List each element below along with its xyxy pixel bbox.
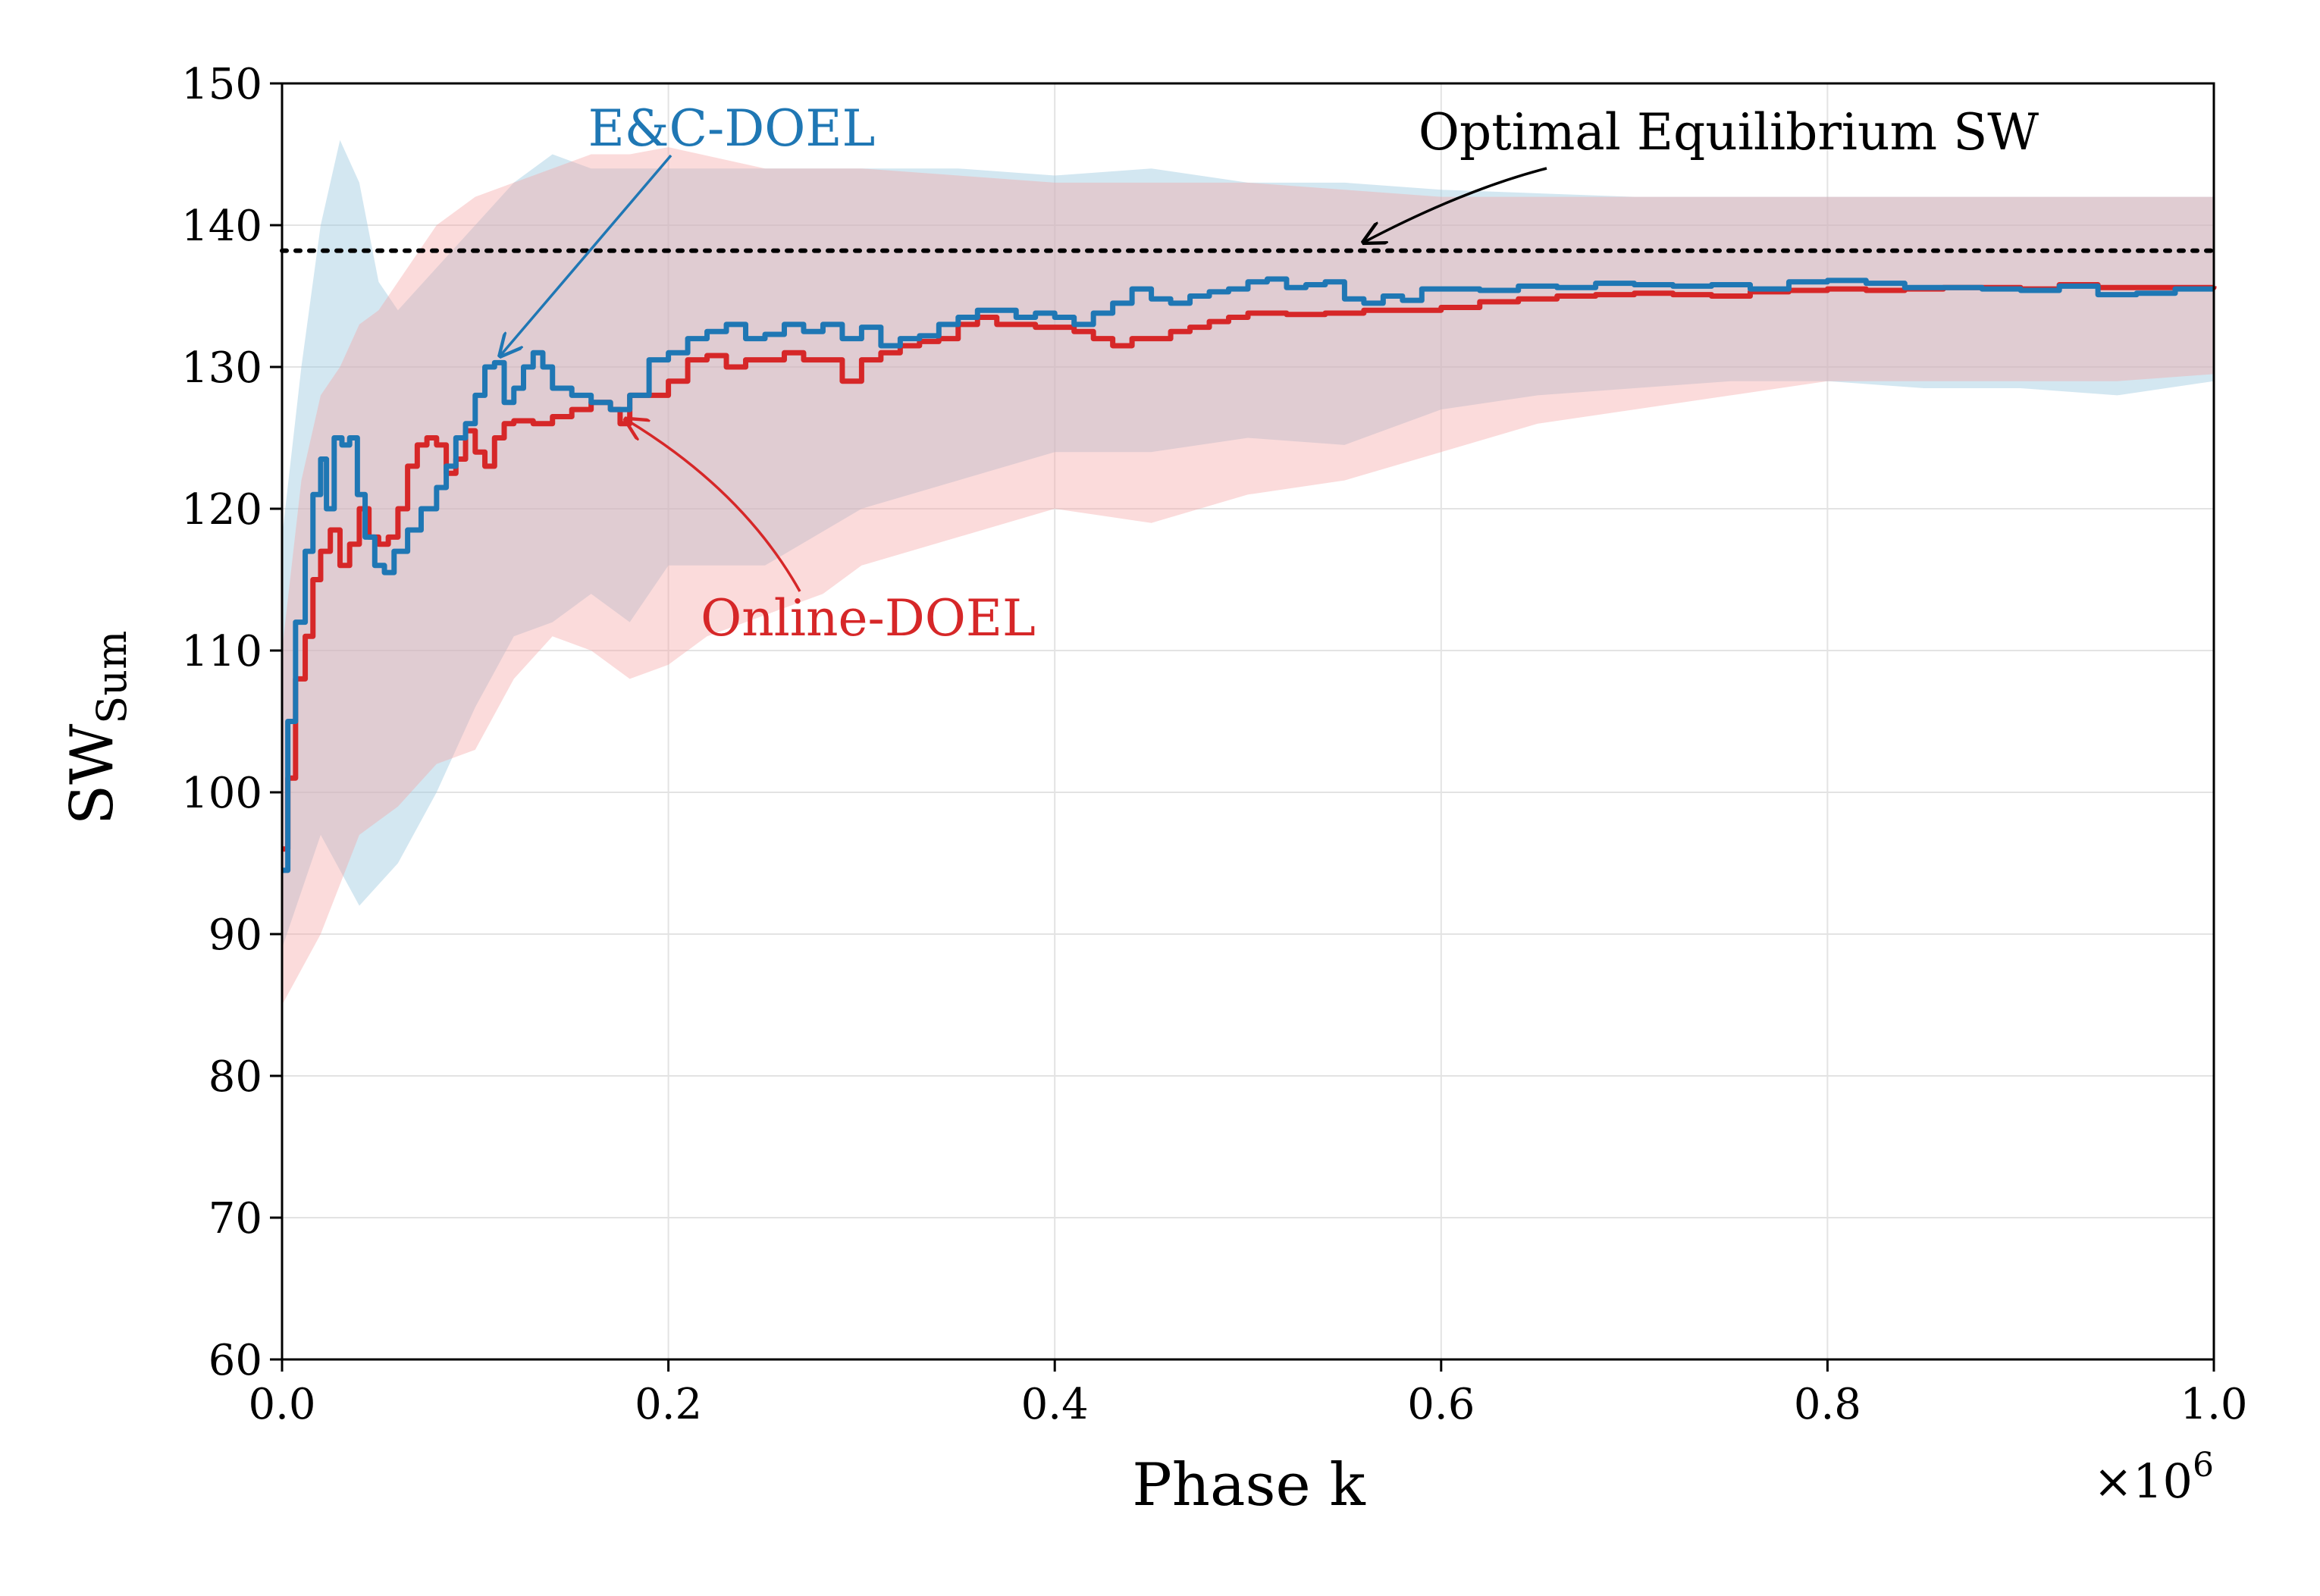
annotation-label-1: Online-DOEL <box>701 589 1036 647</box>
y-axis-title-subscript: Sum <box>88 631 136 724</box>
y-axis-title-main: SW <box>58 724 127 826</box>
x-tick-label: 0.4 <box>1021 1380 1089 1429</box>
x-tick-label: 0.0 <box>248 1380 315 1429</box>
y-tick-label: 60 <box>208 1336 262 1385</box>
x-tick-label: 0.8 <box>1794 1380 1861 1429</box>
confidence-band-0 <box>282 140 2214 949</box>
y-tick-label: 150 <box>181 60 262 109</box>
x-multiplier-exponent: 6 <box>2193 1446 2214 1485</box>
y-tick-label: 140 <box>181 202 262 251</box>
x-tick-label: 1.0 <box>2180 1380 2247 1429</box>
annotation-arrow-1 <box>626 419 801 592</box>
x-axis-title: Phase k <box>1132 1451 1365 1519</box>
series-line-0 <box>282 276 2214 873</box>
y-axis-title: SWSum <box>58 631 136 826</box>
series-line-1 <box>282 282 2217 852</box>
x-axis-multiplier: ×106 <box>2093 1446 2214 1509</box>
series-layer <box>282 276 2217 873</box>
annotation-layer: E&C-DOEL Online-DOEL Optimal Equilibrium S… <box>500 99 2039 647</box>
x-multiplier-prefix: ×10 <box>2093 1453 2193 1509</box>
y-tick-label: 130 <box>181 343 262 393</box>
y-tick-label: 70 <box>208 1194 262 1243</box>
y-tick-label: 90 <box>208 911 262 960</box>
y-tick-label: 120 <box>181 485 262 535</box>
plot-frame <box>281 82 2215 1361</box>
annotation-label-2: Optimal Equilibrium SW <box>1419 103 2039 161</box>
tick-layer: 0.0 0.2 0.4 0.6 0.8 1.0 60 70 80 90 100 110 120 130 14… <box>181 60 2247 1429</box>
y-tick-label: 110 <box>181 627 262 676</box>
x-tick-label: 0.6 <box>1407 1380 1475 1429</box>
confidence-band-1 <box>282 147 2214 1005</box>
annotation-arrow-0 <box>500 154 672 356</box>
annotation-label-0: E&C-DOEL <box>588 99 876 158</box>
y-tick-label: 80 <box>208 1052 262 1102</box>
x-tick-label: 0.2 <box>635 1380 702 1429</box>
y-tick-label: 100 <box>181 769 262 818</box>
annotation-arrow-2 <box>1364 167 1547 242</box>
